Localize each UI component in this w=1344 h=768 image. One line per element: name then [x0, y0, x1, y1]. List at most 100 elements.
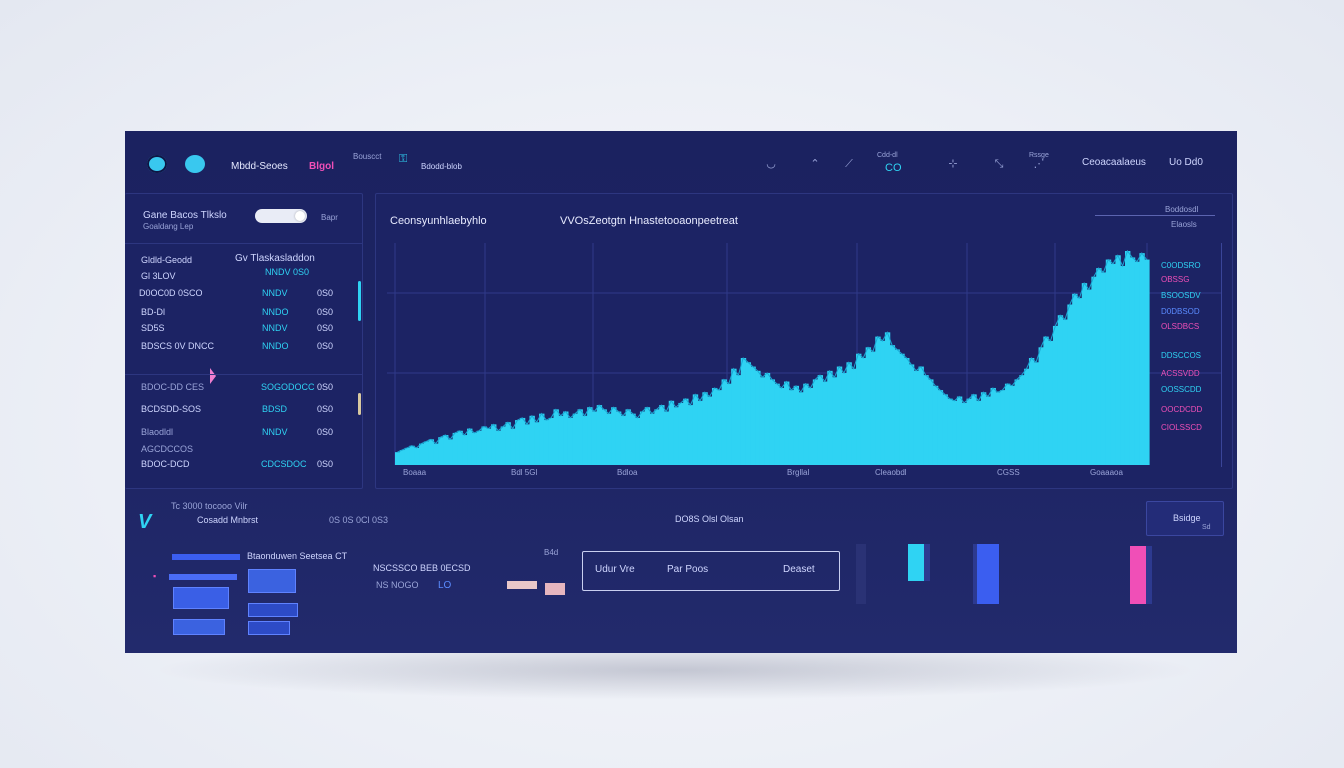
sidebar-row-label[interactable]: BCDSDD-SOS [141, 404, 202, 414]
chart-bar [1043, 336, 1049, 465]
thumbnail-4[interactable] [173, 619, 225, 635]
chart-outline [397, 249, 1148, 453]
sidebar-scrollbar[interactable] [358, 281, 361, 321]
chart-bar [928, 379, 934, 465]
chart-bar [572, 413, 579, 465]
filter-label-right: Deaset [783, 564, 815, 575]
chart-right-label: BSOOSDV [1161, 291, 1201, 300]
sidebar-row-value: NNDV [262, 323, 288, 333]
level-bar-2 [908, 544, 930, 581]
sidebar-row-label[interactable]: SD5S [141, 323, 165, 333]
chart-bar [697, 400, 703, 465]
sidebar-row-separator [125, 374, 363, 375]
sidebar-row-label[interactable]: Gldld-Geodd [141, 255, 193, 265]
chart-title-left: Ceonsyunhlaebyhlo [390, 215, 487, 227]
sidebar-scrollbar-lower[interactable] [358, 393, 361, 415]
chart-bar [414, 447, 420, 465]
logo-dot-left-icon [147, 155, 167, 173]
chart-bar [558, 415, 564, 465]
chart-bar [812, 379, 819, 465]
chart-bar [529, 415, 535, 465]
chart-bar [601, 409, 607, 465]
chart-x-tick-label: Bdl 5Gl [511, 468, 538, 477]
sidebar-row-label[interactable]: D0OC0D 0SCO [139, 288, 203, 298]
chart-right-label: ACSSVDD [1161, 369, 1200, 378]
bridge-button[interactable]: Bsidge Sd [1146, 501, 1224, 536]
chart-bar [1019, 375, 1025, 465]
chart-bar [591, 411, 598, 465]
chart-right-label: DDSCCOS [1161, 351, 1202, 360]
chart-bar [462, 435, 468, 465]
flag-icon[interactable]: ⟋ [845, 157, 853, 170]
bridge-button-sub: Sd [1202, 524, 1211, 531]
chart-x-tick-label: Brgllal [787, 468, 810, 477]
toggle-knob [295, 211, 305, 221]
chart-bar [995, 392, 1001, 465]
filter-outline-button[interactable]: Udur Vre Par Poos Deaset [582, 551, 840, 591]
chart-right-label: OOSSCDD [1161, 385, 1202, 394]
status-b: NS NOGO [376, 580, 419, 590]
logo-dot-right-icon [185, 155, 205, 173]
chart-bar [481, 426, 487, 465]
sidebar-toggle[interactable] [255, 209, 307, 223]
chart-bar [577, 409, 583, 465]
sidebar-row-value: NNDO [262, 307, 289, 317]
chart-bar [534, 422, 540, 465]
chart-top-right-sub: Elaosls [1171, 220, 1197, 229]
chart-bar [932, 385, 939, 465]
sidebar-row-label[interactable]: BDOC-DD CES [141, 382, 205, 392]
list-header-strip [172, 554, 240, 560]
chart-bar [678, 402, 684, 465]
badge-icon[interactable]: CO [885, 162, 902, 174]
chart-bar [443, 435, 449, 465]
chart-bar [596, 405, 603, 465]
list-strip-2 [169, 574, 237, 580]
chart-bar [447, 439, 454, 465]
expand-icon[interactable]: ⤡ [994, 157, 1004, 170]
chart-bar [971, 394, 977, 465]
chart-bar [1105, 259, 1112, 465]
thumbnail-5[interactable] [248, 621, 290, 635]
sidebar-row-number: 0S0 [317, 427, 334, 437]
chart-bar [438, 437, 444, 465]
chart-bar [1129, 257, 1136, 465]
chart-bar [870, 351, 876, 465]
account-name[interactable]: Ceoacaalaeus [1082, 157, 1146, 168]
sidebar-subtitle: Goaldang Lep [143, 222, 194, 231]
chart-bar [409, 445, 415, 465]
chart-bar [716, 390, 723, 465]
thumbnail-1[interactable] [248, 569, 296, 593]
chart-bar [793, 385, 800, 465]
chart-bar [687, 405, 694, 465]
chart-right-label: OOCDCDD [1161, 405, 1203, 414]
list-header: Btaonduwen Seetsea CT [247, 551, 348, 561]
chart-bar [519, 417, 526, 465]
brand-name[interactable]: Mbdd-Seoes [231, 161, 288, 172]
chart-bar [419, 443, 425, 465]
chart-right-label: C0ODSRO [1161, 261, 1201, 270]
chart-bar [822, 381, 828, 465]
sidebar-row-label[interactable]: BD-Dl [141, 307, 165, 317]
crosshair-icon[interactable]: ⊹ [948, 157, 958, 170]
dots-icon[interactable]: ⋰ [1033, 157, 1045, 170]
chart-bar [615, 411, 622, 465]
chart-bar [1048, 340, 1054, 465]
sidebar-row-label[interactable]: Blaodldl [141, 427, 174, 437]
thumbnail-2[interactable] [173, 587, 229, 609]
nav-label[interactable]: Bdodd-blob [421, 162, 462, 171]
sidebar-row-label[interactable]: BDSCS 0V DNCC [141, 341, 215, 351]
user-icon[interactable]: ◡ [766, 157, 776, 170]
thumbnail-3[interactable] [248, 603, 298, 617]
chart-bar [947, 398, 953, 465]
sidebar-row-label[interactable]: BDOC-DCD [141, 459, 190, 469]
sidebar-row-label[interactable]: AGCDCCOS [141, 444, 194, 454]
chart-bar [1033, 362, 1040, 465]
chart-bar [630, 413, 636, 465]
chart-bar [956, 396, 963, 465]
sidebar-row-label[interactable]: Gl 3LOV [141, 271, 176, 281]
pin-icon[interactable]: ⌃ [810, 157, 820, 170]
chart-bar [817, 375, 824, 465]
chart-bar [1057, 315, 1064, 465]
chart-bar [692, 394, 699, 465]
chart-bar [635, 417, 641, 465]
